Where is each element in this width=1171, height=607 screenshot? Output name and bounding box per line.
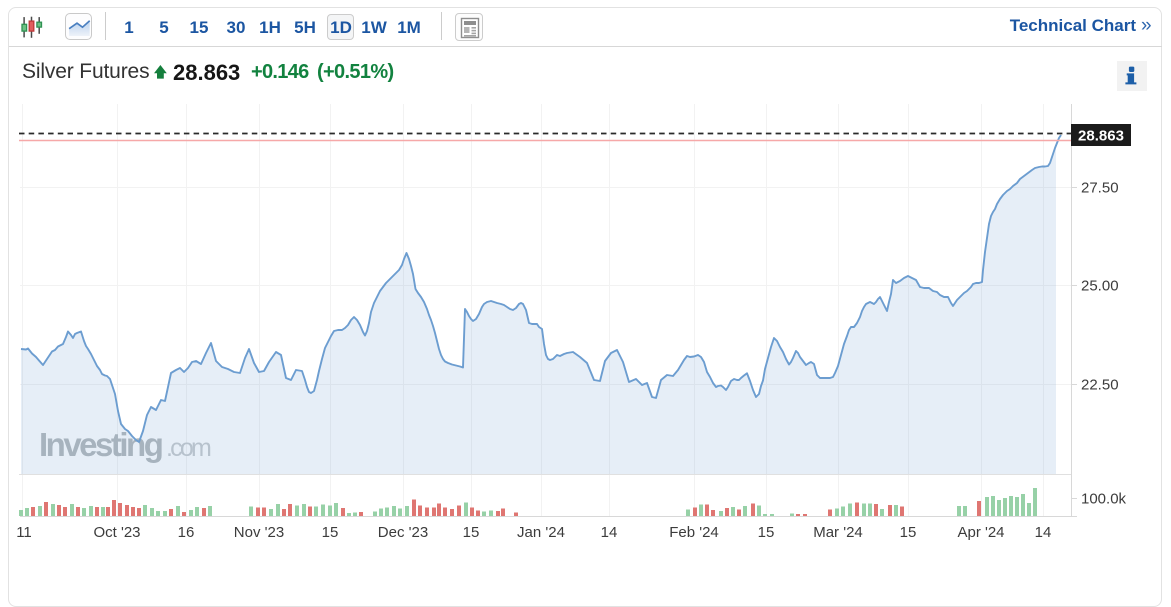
svg-text:Dec '23: Dec '23	[378, 524, 428, 541]
svg-text:Oct '23: Oct '23	[93, 524, 140, 541]
svg-text:15: 15	[463, 524, 480, 541]
svg-text:14: 14	[601, 524, 618, 541]
svg-text:28.863: 28.863	[1078, 128, 1124, 145]
svg-text:Feb '24: Feb '24	[669, 524, 719, 541]
svg-text:14: 14	[1035, 524, 1052, 541]
svg-text:Mar '24: Mar '24	[813, 524, 863, 541]
svg-text:.com: .com	[166, 434, 211, 462]
svg-text:100.0k: 100.0k	[1081, 491, 1127, 508]
svg-text:11: 11	[16, 524, 32, 541]
svg-text:27.50: 27.50	[1081, 180, 1119, 197]
svg-text:Apr '24: Apr '24	[957, 524, 1004, 541]
svg-text:15: 15	[758, 524, 775, 541]
svg-text:15: 15	[900, 524, 917, 541]
svg-text:Nov '23: Nov '23	[234, 524, 284, 541]
svg-text:Jan '24: Jan '24	[517, 524, 565, 541]
svg-text:25.00: 25.00	[1081, 278, 1119, 295]
svg-text:15: 15	[322, 524, 339, 541]
svg-text:22.50: 22.50	[1081, 377, 1119, 394]
svg-text:16: 16	[178, 524, 195, 541]
